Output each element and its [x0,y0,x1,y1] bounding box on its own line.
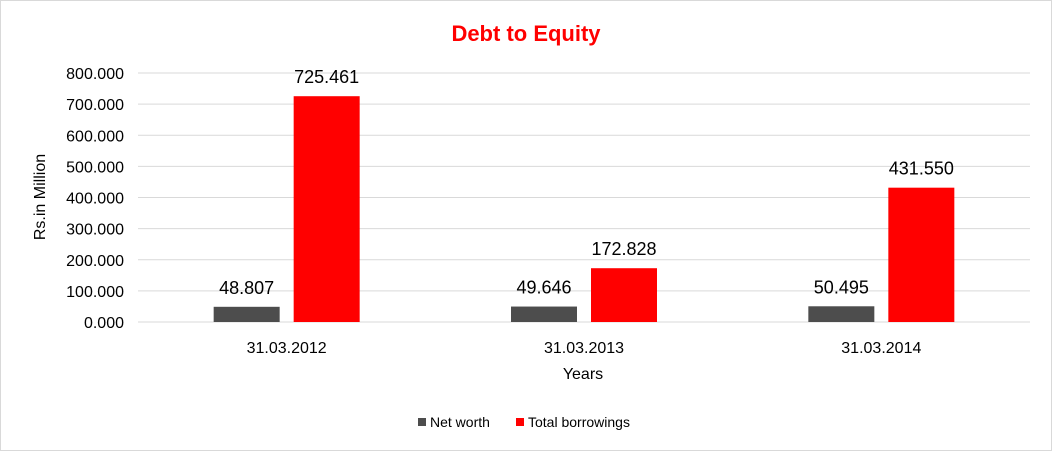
x-axis-ticks: 31.03.2012 31.03.2013 31.03.2014 [247,340,922,357]
y-tick-label: 800.000 [66,66,124,83]
bar-net-worth [511,306,577,322]
y-axis-ticks: 0.000 100.000 200.000 300.000 400.000 500.000… [66,66,124,332]
y-axis-label: Rs.in Million [32,154,49,240]
y-tick-label: 600.000 [66,128,124,145]
x-tick-label: 31.03.2014 [841,340,921,357]
y-tick-label: 0.000 [84,315,124,332]
legend-label: Net worth [430,414,490,430]
data-label: 50.495 [814,277,869,297]
y-tick-label: 100.000 [66,284,124,301]
y-tick-label: 200.000 [66,253,124,270]
bar-total-borrowings [888,187,955,322]
y-tick-label: 500.000 [66,159,124,176]
x-tick-label: 31.03.2012 [247,340,327,357]
bar-net-worth [808,306,875,322]
bar-total-borrowings [591,268,657,322]
legend-swatch [418,418,426,426]
legend-swatch [516,418,524,426]
y-tick-label: 400.000 [66,191,124,208]
bar-total-borrowings [293,96,360,323]
y-tick-label: 700.000 [66,97,124,114]
data-labels: 48.807 725.461 49.646 172.828 50.495 431.550 [219,67,954,298]
data-label: 431.550 [889,159,954,179]
bars [213,96,955,323]
data-label: 48.807 [219,278,274,298]
x-tick-label: 31.03.2013 [544,340,624,357]
y-tick-label: 300.000 [66,222,124,239]
legend: Net worth Total borrowings [418,414,630,430]
data-label: 49.646 [516,278,571,298]
legend-label: Total borrowings [528,414,630,430]
data-label: 725.461 [294,67,359,87]
x-axis-label: Years [563,366,603,383]
gridlines [138,72,1030,323]
chart-title: Debt to Equity [451,21,601,46]
data-label: 172.828 [591,239,656,259]
bar-net-worth [213,306,280,322]
